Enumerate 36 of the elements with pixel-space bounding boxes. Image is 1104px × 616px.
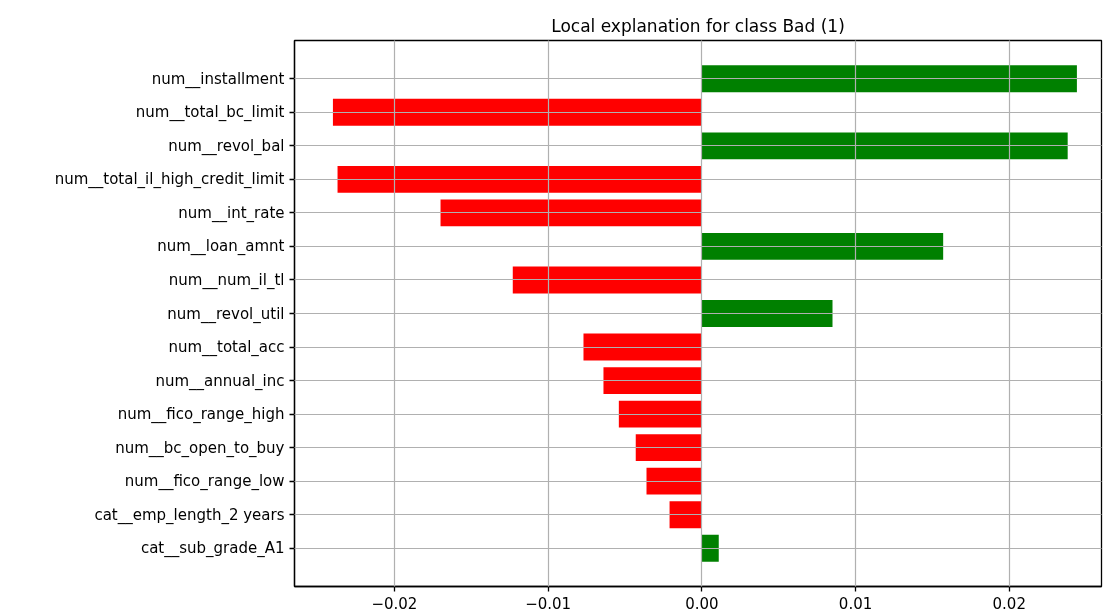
- chart-title: Local explanation for class Bad (1): [551, 15, 845, 36]
- y-tick-label: num__bc_open_to_buy: [115, 438, 285, 458]
- y-tick-label: num__int_rate: [178, 203, 285, 223]
- y-tick-label: num__fico_range_low: [124, 472, 285, 492]
- y-tick-label: cat__emp_length_2 years: [94, 505, 285, 525]
- bar: [701, 233, 944, 260]
- y-tick-label: cat__sub_grade_A1: [140, 539, 285, 559]
- bar: [337, 165, 702, 193]
- y-tick-label: num__revol_util: [167, 304, 285, 324]
- x-tick-label: −0.02: [371, 594, 418, 613]
- bar: [701, 132, 1068, 160]
- bar: [332, 98, 702, 126]
- x-tick-label: −0.01: [525, 594, 572, 613]
- bar: [701, 65, 1077, 93]
- bar: [701, 534, 719, 562]
- bar: [440, 199, 702, 227]
- y-tick-label: num__total_il_high_credit_limit: [54, 170, 285, 190]
- y-tick-label: num__installment: [151, 69, 285, 89]
- bar: [603, 367, 702, 394]
- y-tick-label: num__loan_amnt: [157, 237, 285, 257]
- y-tick-label: num__num_il_tl: [168, 270, 285, 290]
- y-tick-label: num__total_acc: [168, 338, 285, 358]
- y-tick-label: num__revol_bal: [168, 136, 285, 156]
- y-tick-label: num__total_bc_limit: [135, 103, 285, 123]
- bar: [646, 467, 702, 495]
- y-tick-label: num__annual_inc: [155, 371, 285, 391]
- x-tick-label: 0.02: [992, 594, 1026, 613]
- bar: [635, 434, 702, 462]
- bar: [669, 501, 702, 529]
- x-tick-label: 0.00: [685, 594, 719, 613]
- y-tick-label: num__fico_range_high: [117, 405, 285, 425]
- bar: [583, 333, 702, 361]
- bar: [512, 266, 702, 294]
- bar: [618, 400, 702, 428]
- bar: [701, 300, 833, 327]
- x-tick-label: 0.01: [838, 594, 873, 613]
